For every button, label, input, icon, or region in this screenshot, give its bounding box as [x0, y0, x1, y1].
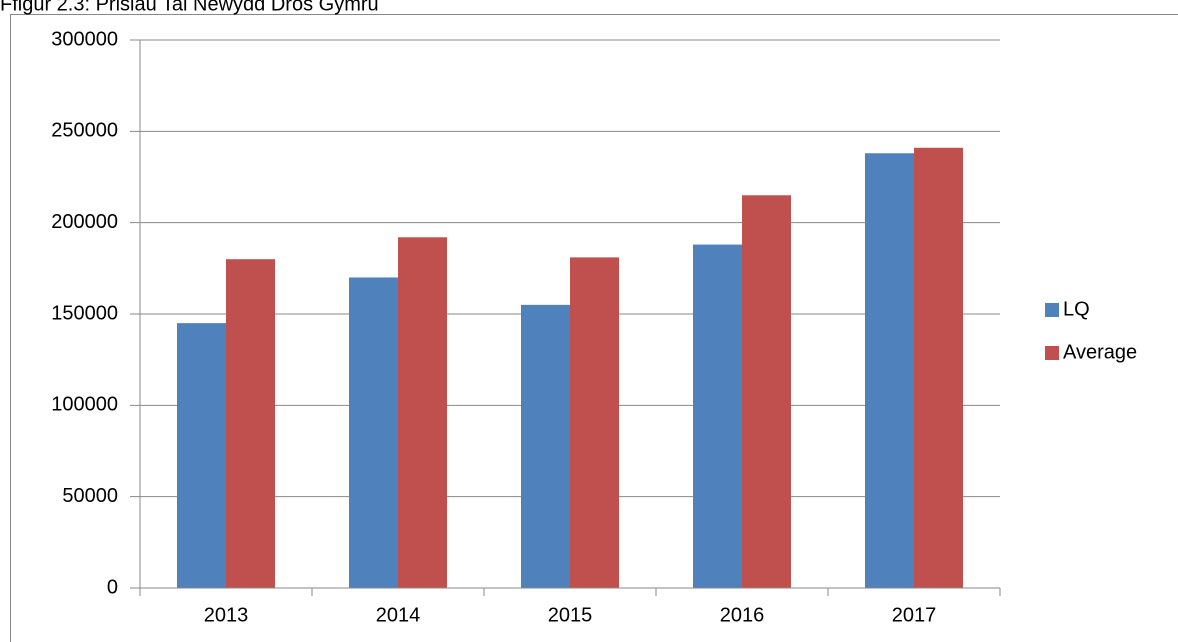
- bar: [521, 304, 570, 588]
- y-tick-label: 0: [107, 576, 118, 598]
- bar: [398, 237, 447, 588]
- bar: [865, 153, 914, 588]
- x-tick-label: 2013: [204, 604, 249, 626]
- y-tick-label: 300000: [51, 28, 118, 50]
- y-tick-label: 100000: [51, 394, 118, 416]
- bar: [177, 323, 226, 588]
- y-tick-label: 250000: [51, 120, 118, 142]
- bar: [570, 257, 619, 588]
- y-tick-label: 200000: [51, 211, 118, 233]
- x-tick-label: 2017: [892, 604, 937, 626]
- bar: [914, 147, 963, 589]
- bar: [349, 277, 398, 588]
- bar: [693, 244, 742, 588]
- chart-title: Ffigur 2.3: Prisiau Tai Newydd Dros Gymr…: [0, 0, 379, 15]
- legend-swatch: [1045, 303, 1059, 317]
- legend-label: LQ: [1063, 298, 1090, 320]
- y-tick-label: 150000: [51, 302, 118, 324]
- x-tick-label: 2015: [548, 604, 593, 626]
- bar: [742, 195, 791, 588]
- legend-swatch: [1045, 346, 1059, 360]
- y-tick-label: 50000: [62, 485, 118, 507]
- x-tick-label: 2016: [720, 604, 765, 626]
- legend-label: Average: [1063, 341, 1137, 363]
- chart-frame: [10, 14, 1178, 642]
- bar: [226, 259, 275, 588]
- x-tick-label: 2014: [376, 604, 421, 626]
